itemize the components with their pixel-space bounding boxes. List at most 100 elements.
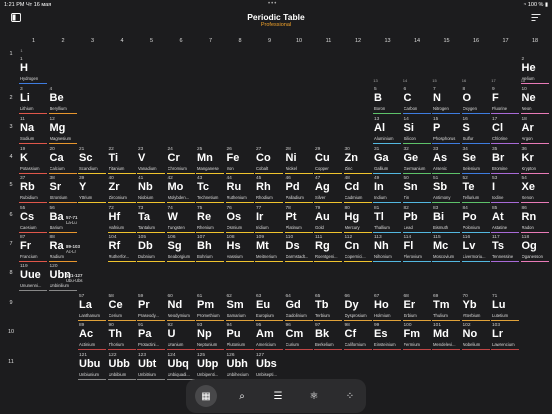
element-al[interactable]: 13 Al Aluminium bbox=[373, 116, 402, 145]
tab-atom[interactable]: ⚛ bbox=[303, 385, 325, 407]
element-no[interactable]: 102 No Nobelium bbox=[461, 322, 491, 351]
element-mt[interactable]: 109 Mt Meitnerium bbox=[255, 234, 284, 263]
element-k[interactable]: 19 K Potassium bbox=[19, 146, 48, 175]
element-ce[interactable]: 58 Ce Cerium bbox=[107, 293, 137, 322]
element-zr[interactable]: 40 Zr Zirconium bbox=[107, 175, 137, 204]
element-v[interactable]: 23 V Vanadium bbox=[137, 146, 166, 175]
element-es[interactable]: 99 Es Einsteinium bbox=[373, 322, 402, 351]
element-ba[interactable]: 56 Ba Barium bbox=[48, 205, 78, 234]
element-rb[interactable]: 37 Rb Rubidium bbox=[19, 175, 48, 204]
series-reference[interactable]: 121-127 Ubu-Ubs bbox=[66, 273, 94, 283]
element-sb[interactable]: 51 Sb Antimony bbox=[432, 175, 461, 204]
element-pu[interactable]: 94 Pu Plutonium bbox=[225, 322, 255, 351]
element-kr[interactable]: 36 Kr Krypton bbox=[520, 146, 550, 175]
element-ra[interactable]: 88 Ra Radium bbox=[48, 234, 78, 263]
element-mn[interactable]: 25 Mn Manganese bbox=[196, 146, 225, 175]
series-reference[interactable]: 89-103 Ac-Lr bbox=[66, 244, 94, 254]
tab-list[interactable]: ☰ bbox=[267, 385, 289, 407]
series-reference[interactable]: 57-71 La-Lu bbox=[66, 215, 94, 225]
element-hs[interactable]: 108 Hs Hassium bbox=[225, 234, 255, 263]
element-lr[interactable]: 103 Lr Lawrencium bbox=[491, 322, 520, 351]
element-cl[interactable]: 17 Cl Chlorine bbox=[491, 116, 520, 145]
element-ho[interactable]: 67 Ho Holmium bbox=[373, 293, 402, 322]
element-ds[interactable]: 110 Ds Darmstadt... bbox=[284, 234, 314, 263]
element-na[interactable]: 11 Na Sodium bbox=[19, 116, 48, 145]
element-eu[interactable]: 63 Eu Europium bbox=[255, 293, 284, 322]
element-pt[interactable]: 78 Pt Platinum bbox=[284, 205, 314, 234]
sort-filter-icon[interactable] bbox=[531, 13, 541, 22]
element-se[interactable]: 34 Se Selenium bbox=[461, 146, 491, 175]
element-cm[interactable]: 96 Cm Curium bbox=[284, 322, 314, 351]
element-h[interactable]: 1 H Hydrogen bbox=[19, 56, 48, 85]
element-lv[interactable]: 116 Lv Livermoriu... bbox=[461, 234, 491, 263]
element-ts[interactable]: 117 Ts Tennessine bbox=[491, 234, 520, 263]
element-ubh[interactable]: 126 Ubh Unbihexium bbox=[225, 352, 255, 381]
element-lu[interactable]: 71 Lu Lutetium bbox=[491, 293, 520, 322]
element-sn[interactable]: 50 Sn Tin bbox=[402, 175, 432, 204]
element-pb[interactable]: 82 Pb Lead bbox=[402, 205, 432, 234]
element-ubt[interactable]: 123 Ubt Unbitrium bbox=[137, 352, 166, 381]
element-yb[interactable]: 70 Yb Ytterbium bbox=[461, 293, 491, 322]
element-ca[interactable]: 20 Ca Calcium bbox=[48, 146, 78, 175]
element-db[interactable]: 105 Db Dubnium bbox=[137, 234, 166, 263]
page-subtitle[interactable]: Professional bbox=[260, 22, 292, 28]
element-nd[interactable]: 60 Nd Neodymium bbox=[166, 293, 196, 322]
element-xe[interactable]: 54 Xe Xenon bbox=[520, 175, 550, 204]
element-fm[interactable]: 100 Fm Fermium bbox=[402, 322, 432, 351]
element-c[interactable]: 6 C Carbon bbox=[402, 86, 432, 115]
element-rn[interactable]: 86 Rn Radon bbox=[520, 205, 550, 234]
element-am[interactable]: 95 Am Americium bbox=[255, 322, 284, 351]
element-po[interactable]: 84 Po Polonium bbox=[461, 205, 491, 234]
element-in[interactable]: 49 In Indium bbox=[373, 175, 402, 204]
element-np[interactable]: 93 Np Neptunium bbox=[196, 322, 225, 351]
element-ubq[interactable]: 124 Ubq Unbiquadi... bbox=[166, 352, 196, 381]
tab-search[interactable]: ⌕ bbox=[231, 385, 253, 407]
element-rf[interactable]: 104 Rf Rutherfor... bbox=[107, 234, 137, 263]
element-cs[interactable]: 55 Cs Caesium bbox=[19, 205, 48, 234]
element-hf[interactable]: 72 Hf Hafnium bbox=[107, 205, 137, 234]
element-mc[interactable]: 115 Mc Moscovium bbox=[432, 234, 461, 263]
element-cr[interactable]: 24 Cr Chromium bbox=[166, 146, 196, 175]
element-mg[interactable]: 12 Mg Magnesium bbox=[48, 116, 78, 145]
element-ta[interactable]: 73 Ta Tantalum bbox=[137, 205, 166, 234]
element-ubs[interactable]: 127 Ubs Unbisepti... bbox=[255, 352, 284, 381]
element-pd[interactable]: 46 Pd Palladium bbox=[284, 175, 314, 204]
element-tc[interactable]: 43 Tc Technetium bbox=[196, 175, 225, 204]
element-mo[interactable]: 42 Mo Molybden... bbox=[166, 175, 196, 204]
element-sm[interactable]: 62 Sm Samarium bbox=[225, 293, 255, 322]
element-sr[interactable]: 38 Sr Strontium bbox=[48, 175, 78, 204]
element-fe[interactable]: 26 Fe Iron bbox=[225, 146, 255, 175]
element-la[interactable]: 57 La Lanthanum bbox=[78, 293, 107, 322]
element-n[interactable]: 7 N Nitrogen bbox=[432, 86, 461, 115]
element-b[interactable]: 5 B Boron bbox=[373, 86, 402, 115]
element-ga[interactable]: 31 Ga Gallium bbox=[373, 146, 402, 175]
element-re[interactable]: 75 Re Rhenium bbox=[196, 205, 225, 234]
element-li[interactable]: 3 Li Lithium bbox=[19, 86, 48, 115]
element-ni[interactable]: 28 Ni Nickel bbox=[284, 146, 314, 175]
element-at[interactable]: 85 At Astatine bbox=[491, 205, 520, 234]
element-rg[interactable]: 111 Rg Roentgeni... bbox=[314, 234, 343, 263]
element-sc[interactable]: 21 Sc Scandium bbox=[78, 146, 107, 175]
element-cf[interactable]: 98 Cf Californium bbox=[343, 322, 373, 351]
element-ar[interactable]: 18 Ar Argon bbox=[520, 116, 550, 145]
element-og[interactable]: 118 Og Oganesson bbox=[520, 234, 550, 263]
element-nb[interactable]: 41 Nb Niobium bbox=[137, 175, 166, 204]
element-bk[interactable]: 97 Bk Berkelium bbox=[314, 322, 343, 351]
element-gd[interactable]: 64 Gd Gadolinium bbox=[284, 293, 314, 322]
element-ir[interactable]: 77 Ir Iridium bbox=[255, 205, 284, 234]
element-ubn[interactable]: 120 Ubn Unbinilium bbox=[48, 263, 78, 292]
element-au[interactable]: 79 Au Gold bbox=[314, 205, 343, 234]
element-fl[interactable]: 114 Fl Flerovium bbox=[402, 234, 432, 263]
element-fr[interactable]: 87 Fr Francium bbox=[19, 234, 48, 263]
tab-grid-dots[interactable]: ⁘ bbox=[339, 385, 361, 407]
element-i[interactable]: 53 I Iodine bbox=[491, 175, 520, 204]
element-o[interactable]: 8 O Oxygen bbox=[461, 86, 491, 115]
multitask-dots-icon[interactable]: ••• bbox=[268, 1, 278, 7]
element-uue[interactable]: 119 Uue Ununenni... bbox=[19, 263, 48, 292]
element-ti[interactable]: 22 Ti Titanium bbox=[107, 146, 137, 175]
element-ubb[interactable]: 122 Ubb Unbibium bbox=[107, 352, 137, 381]
element-tm[interactable]: 69 Tm Thulium bbox=[432, 293, 461, 322]
element-sg[interactable]: 106 Sg Seaborgium bbox=[166, 234, 196, 263]
element-y[interactable]: 39 Y Yttrium bbox=[78, 175, 107, 204]
element-pa[interactable]: 91 Pa Protactini... bbox=[137, 322, 166, 351]
